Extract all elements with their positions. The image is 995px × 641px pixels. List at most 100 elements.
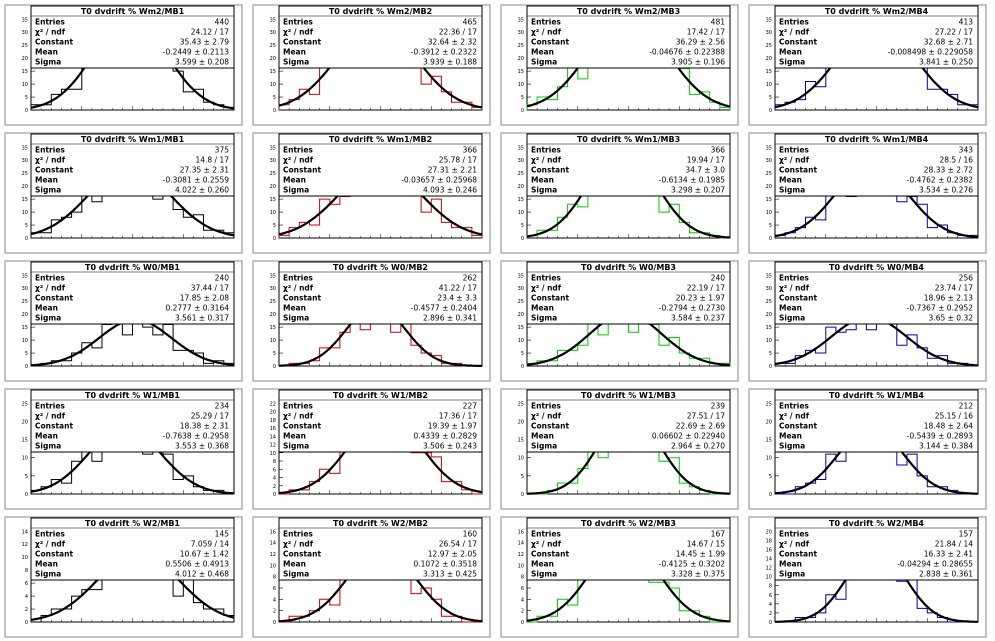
- stats-box: [278, 389, 483, 453]
- stats-box: [30, 133, 235, 197]
- y-tick-label: 35: [766, 145, 772, 151]
- y-tick-label: 10: [22, 555, 28, 561]
- stat-label-entries: Entries: [531, 402, 561, 411]
- y-tick-label: 0: [521, 108, 524, 114]
- y-tick-label: 35: [518, 145, 524, 151]
- y-tick-label: 4: [273, 476, 276, 482]
- stat-label-chi2_ndf: χ² / ndf: [779, 284, 810, 293]
- stat-label-mean: Mean: [531, 176, 554, 185]
- stat-value-sigma: 3.65 ± 0.32: [929, 314, 974, 323]
- y-tick-label: 0: [25, 620, 28, 626]
- stat-label-entries: Entries: [779, 530, 809, 539]
- y-tick-label: 0: [25, 236, 28, 242]
- y-tick-label: 0: [25, 492, 28, 498]
- stat-value-mean: -0.008498 ± 0.229058: [888, 48, 974, 57]
- stat-label-sigma: Sigma: [283, 570, 309, 579]
- stat-label-constant: Constant: [531, 38, 569, 47]
- stat-value-constant: 20.23 ± 1.97: [676, 294, 725, 303]
- stat-label-sigma: Sigma: [35, 314, 61, 323]
- y-tick-label: 0: [273, 236, 276, 242]
- stat-label-mean: Mean: [779, 304, 802, 313]
- stat-label-entries: Entries: [283, 146, 313, 155]
- y-tick-label: 10: [22, 82, 28, 88]
- stat-value-mean: -0.4762 ± 0.2382: [907, 176, 973, 185]
- stat-value-sigma: 3.553 ± 0.368: [175, 442, 229, 451]
- y-tick-label: 6: [273, 586, 276, 592]
- stats-box: [774, 133, 979, 197]
- y-tick-label: 4: [273, 597, 276, 603]
- y-tick-label: 8: [273, 459, 276, 465]
- stat-value-sigma: 3.939 ± 0.188: [423, 58, 477, 67]
- y-tick-label: 25: [518, 401, 524, 407]
- histogram-panel: 0 5 10 15 20 25 30 35 T0 dvdrift % W0/MB2 Entries…: [252, 260, 491, 382]
- histogram-panel: 0 5 10 15 20 25 T0 dvdrift % W1/MB1 Entries 234 χ…: [4, 388, 243, 510]
- y-tick-label: 10: [766, 575, 772, 581]
- stat-label-constant: Constant: [779, 422, 817, 431]
- y-tick-label: 10: [518, 456, 524, 462]
- histogram-title: T0 dvdrift % W0/MB3: [581, 263, 676, 272]
- y-tick-label: 14: [518, 541, 524, 547]
- stat-value-chi2_ndf: 25.29 / 17: [191, 412, 230, 421]
- stat-label-sigma: Sigma: [779, 58, 805, 67]
- y-tick-label: 5: [769, 351, 772, 357]
- y-tick-label: 35: [22, 17, 28, 23]
- y-tick-label: 12: [270, 443, 276, 449]
- stat-value-sigma: 4.093 ± 0.246: [423, 186, 477, 195]
- y-tick-label: 5: [25, 223, 28, 229]
- stat-label-sigma: Sigma: [283, 442, 309, 451]
- y-tick-label: 15: [22, 69, 28, 75]
- y-tick-label: 0: [25, 364, 28, 370]
- stat-label-entries: Entries: [35, 530, 65, 539]
- y-tick-label: 15: [22, 438, 28, 444]
- y-tick-label: 0: [521, 236, 524, 242]
- y-tick-label: 35: [22, 145, 28, 151]
- y-tick-label: 14: [766, 556, 772, 562]
- stat-label-sigma: Sigma: [35, 570, 61, 579]
- stat-value-mean: -0.2794 ± 0.2730: [659, 304, 725, 313]
- stats-box: [526, 261, 731, 325]
- stat-label-mean: Mean: [35, 304, 58, 313]
- y-tick-label: 20: [270, 184, 276, 190]
- stat-label-entries: Entries: [779, 402, 809, 411]
- y-tick-label: 35: [270, 17, 276, 23]
- y-tick-label: 30: [22, 158, 28, 164]
- y-tick-label: 12: [270, 552, 276, 558]
- y-tick-label: 35: [766, 273, 772, 279]
- y-tick-label: 30: [766, 30, 772, 36]
- y-tick-label: 15: [766, 69, 772, 75]
- stat-value-chi2_ndf: 28.5 / 16: [939, 156, 973, 165]
- stat-label-chi2_ndf: χ² / ndf: [531, 540, 562, 549]
- stat-label-sigma: Sigma: [779, 570, 805, 579]
- y-tick-label: 4: [521, 597, 524, 603]
- stat-label-mean: Mean: [531, 304, 554, 313]
- stat-value-entries: 234: [215, 402, 230, 411]
- y-tick-label: 25: [518, 299, 524, 305]
- histogram-title: T0 dvdrift % W2/MB3: [581, 519, 676, 528]
- stat-label-sigma: Sigma: [531, 314, 557, 323]
- y-tick-label: 22: [270, 401, 276, 407]
- stat-value-sigma: 3.584 ± 0.237: [671, 314, 725, 323]
- stat-label-constant: Constant: [35, 550, 73, 559]
- y-tick-label: 20: [22, 312, 28, 318]
- y-tick-label: 15: [270, 197, 276, 203]
- y-tick-label: 30: [518, 30, 524, 36]
- stat-value-entries: 262: [463, 274, 478, 283]
- stat-value-entries: 375: [215, 146, 230, 155]
- histogram-title: T0 dvdrift % W1/MB1: [85, 391, 180, 400]
- stat-value-constant: 18.96 ± 2.13: [924, 294, 973, 303]
- stat-label-constant: Constant: [779, 550, 817, 559]
- y-tick-label: 0: [273, 108, 276, 114]
- y-tick-label: 8: [273, 575, 276, 581]
- stat-value-entries: 240: [711, 274, 726, 283]
- histogram-title: T0 dvdrift % W0/MB4: [829, 263, 924, 272]
- stat-label-entries: Entries: [531, 530, 561, 539]
- stats-box: [774, 5, 979, 69]
- y-tick-label: 25: [270, 171, 276, 177]
- y-tick-label: 25: [766, 299, 772, 305]
- y-tick-label: 20: [518, 419, 524, 425]
- y-tick-label: 10: [270, 563, 276, 569]
- stats-box: [278, 5, 483, 69]
- histogram-title: T0 dvdrift % W1/MB4: [829, 391, 924, 400]
- y-tick-label: 5: [521, 95, 524, 101]
- y-tick-label: 5: [25, 474, 28, 480]
